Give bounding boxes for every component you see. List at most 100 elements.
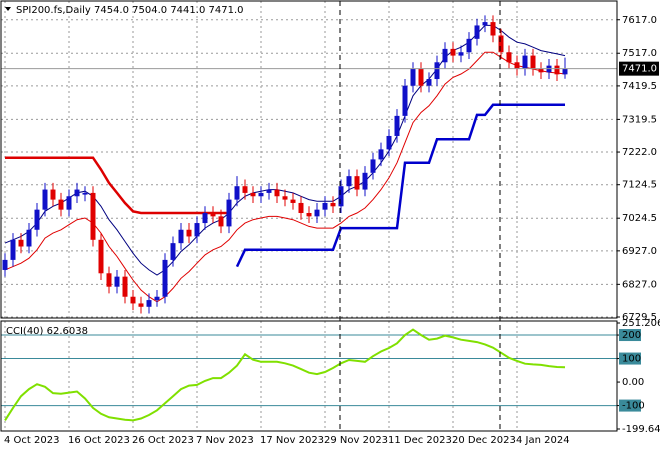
y-tick-label: 251.206: [622, 318, 660, 329]
indicator-title: CCI(40) 62.6038: [6, 326, 88, 337]
candle-body: [258, 192, 264, 197]
x-tick-label: 29 Nov 2023: [324, 435, 388, 446]
candle-body: [290, 199, 296, 203]
candle-body: [538, 68, 544, 73]
candle-body: [66, 196, 72, 210]
chart-title: SPI200.fs,Daily 7454.0 7504.0 7441.0 747…: [16, 5, 243, 16]
x-tick-label: 26 Oct 2023: [132, 435, 194, 446]
x-tick-label: 20 Dec 2023: [452, 435, 516, 446]
candle-body: [2, 259, 8, 270]
candle-body: [218, 216, 224, 227]
candle-body: [242, 186, 248, 193]
candle-body: [410, 68, 416, 86]
candle-body: [346, 176, 352, 187]
candle-body: [354, 176, 360, 190]
candle-body: [154, 296, 160, 301]
candle-body: [266, 189, 272, 193]
x-tick-label: 7 Nov 2023: [196, 435, 254, 446]
candle-body: [306, 213, 312, 217]
level-label-box: [619, 329, 641, 342]
menu-arrow: [5, 7, 11, 11]
candle-body: [490, 22, 496, 36]
y-tick-label: -199.648: [622, 424, 660, 435]
candle-body: [562, 68, 568, 75]
overlay-line: [5, 156, 229, 215]
candle-body: [554, 65, 560, 75]
candle-body: [530, 55, 536, 69]
indicator-line: [4, 328, 566, 422]
candle-body: [466, 38, 472, 53]
y-tick-label: 6729.5: [622, 312, 657, 323]
y-tick-label: 200: [622, 330, 641, 341]
candle-body: [90, 192, 96, 240]
candle-body: [426, 79, 432, 86]
candle-body: [82, 192, 88, 195]
main-frame: [0, 0, 618, 319]
candle-body: [418, 68, 424, 86]
candle-body: [226, 199, 232, 227]
candle-body: [434, 62, 440, 80]
candle-body: [274, 189, 280, 197]
level-label-box: [619, 399, 641, 412]
x-tick-label: 16 Oct 2023: [68, 435, 130, 446]
candle-body: [114, 276, 120, 287]
candle-body: [130, 296, 136, 304]
candle-body: [170, 243, 176, 260]
candle-body: [98, 239, 104, 274]
candle-body: [482, 22, 488, 26]
x-tick-label: 4 Oct 2023: [4, 435, 59, 446]
y-tick-label: -100: [622, 401, 645, 412]
candle-body: [26, 229, 32, 247]
candle-body: [186, 229, 192, 237]
candle-body: [314, 209, 320, 217]
last-price-box: [619, 61, 659, 76]
candle-body: [450, 48, 456, 56]
last-price-label: 7471.0: [622, 64, 657, 75]
y-tick-label: 7222.0: [622, 147, 657, 158]
candle-body: [146, 300, 152, 307]
candle-body: [298, 202, 304, 214]
candle-body: [514, 62, 520, 69]
candle-body: [338, 186, 344, 207]
y-tick-label: 6827.0: [622, 279, 657, 290]
candle-body: [250, 192, 256, 197]
y-tick-label: 0.00: [622, 377, 644, 388]
candle-body: [330, 202, 336, 207]
candle-body: [234, 186, 240, 200]
y-tick-label: 6927.0: [622, 246, 657, 257]
overlay-line: [4, 51, 566, 303]
candle-body: [394, 115, 400, 136]
candle-body: [50, 189, 56, 200]
candle-body: [458, 52, 464, 56]
y-tick-label: 7517.0: [622, 48, 657, 59]
y-tick-label: 7024.5: [622, 213, 657, 224]
candle-body: [34, 209, 40, 230]
candle-body: [162, 259, 168, 297]
candle-body: [442, 48, 448, 63]
candle-body: [42, 189, 48, 210]
candle-body: [210, 213, 216, 217]
candle-body: [402, 85, 408, 116]
candle-body: [362, 172, 368, 190]
candle-body: [378, 149, 384, 160]
y-tick-label: 100: [622, 354, 641, 365]
x-tick-label: 11 Dec 2023: [388, 435, 452, 446]
y-tick-label: 7124.5: [622, 180, 657, 191]
candle-body: [282, 196, 288, 200]
candle-body: [74, 189, 80, 197]
candle-body: [322, 202, 328, 210]
y-tick-label: 7319.5: [622, 114, 657, 125]
overlay-line: [235, 103, 565, 268]
y-tick-label: 7419.5: [622, 81, 657, 92]
candle-body: [58, 199, 64, 210]
candle-body: [106, 273, 112, 287]
candle-body: [122, 276, 128, 297]
candle-body: [498, 35, 504, 53]
candle-body: [522, 55, 528, 69]
candle-body: [370, 159, 376, 173]
candle-body: [202, 213, 208, 224]
candle-body: [178, 229, 184, 244]
